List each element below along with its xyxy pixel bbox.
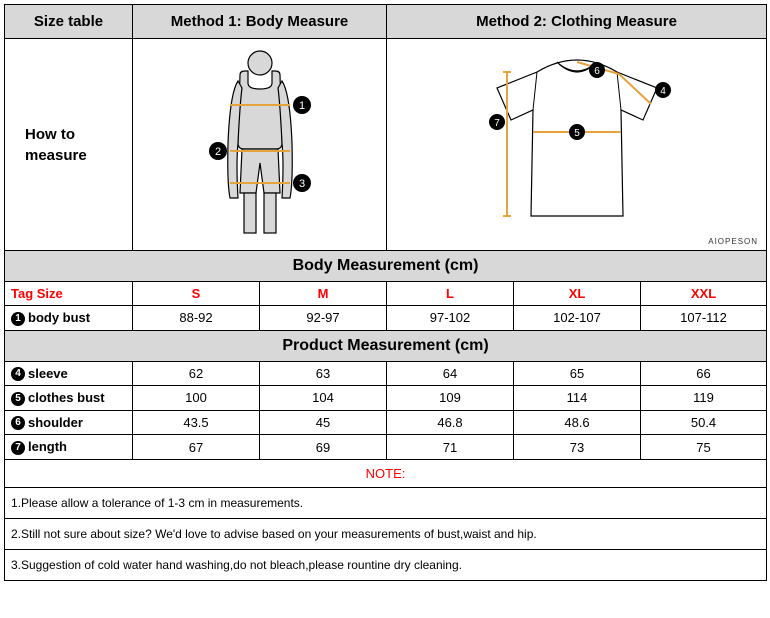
note-1: 1.Please allow a tolerance of 1-3 cm in … <box>5 487 767 518</box>
header-row: Size table Method 1: Body Measure Method… <box>5 5 767 39</box>
diagram-row: How to measure 1 2 <box>5 39 767 251</box>
product-section-title: Product Measurement (cm) <box>5 330 767 361</box>
note-2: 2.Still not sure about size? We'd love t… <box>5 518 767 549</box>
size-chart-table: Size table Method 1: Body Measure Method… <box>4 4 767 581</box>
svg-text:5: 5 <box>574 128 580 139</box>
svg-text:1: 1 <box>298 100 304 112</box>
shoulder-row: 6shoulder 43.5 45 46.8 48.6 50.4 <box>5 410 767 435</box>
size-m: M <box>260 282 387 306</box>
svg-text:7: 7 <box>494 118 500 129</box>
length-row: 7length 67 69 71 73 75 <box>5 435 767 460</box>
body-bust-label: 1body bust <box>5 306 133 331</box>
body-figure-svg: 1 2 3 <box>170 43 350 243</box>
clothing-diagram: 6 4 5 7 AIOPESON <box>387 39 767 251</box>
tag-size-row: Tag Size S M L XL XXL <box>5 282 767 306</box>
header-size-table: Size table <box>5 5 133 39</box>
brand-label: AIOPESON <box>708 237 758 246</box>
size-xl: XL <box>514 282 641 306</box>
size-s: S <box>133 282 260 306</box>
tag-size-label: Tag Size <box>5 282 133 306</box>
note-title: NOTE: <box>5 459 767 487</box>
svg-text:2: 2 <box>214 146 220 158</box>
header-method2: Method 2: Clothing Measure <box>387 5 767 39</box>
clothes-bust-row: 5clothes bust 100 104 109 114 119 <box>5 386 767 411</box>
how-to-label: How to measure <box>5 39 133 251</box>
svg-text:3: 3 <box>298 178 304 190</box>
header-method1: Method 1: Body Measure <box>133 5 387 39</box>
tshirt-svg: 6 4 5 7 <box>447 48 707 238</box>
svg-text:4: 4 <box>660 86 666 97</box>
sleeve-row: 4sleeve 62 63 64 65 66 <box>5 361 767 386</box>
size-l: L <box>387 282 514 306</box>
size-xxl: XXL <box>641 282 767 306</box>
body-section-title: Body Measurement (cm) <box>5 251 767 282</box>
body-bust-row: 1body bust 88-92 92-97 97-102 102-107 10… <box>5 306 767 331</box>
svg-text:6: 6 <box>594 66 600 77</box>
body-diagram: 1 2 3 <box>133 39 387 251</box>
note-3: 3.Suggestion of cold water hand washing,… <box>5 549 767 580</box>
